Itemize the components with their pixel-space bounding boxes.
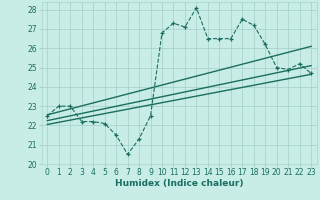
X-axis label: Humidex (Indice chaleur): Humidex (Indice chaleur) <box>115 179 244 188</box>
